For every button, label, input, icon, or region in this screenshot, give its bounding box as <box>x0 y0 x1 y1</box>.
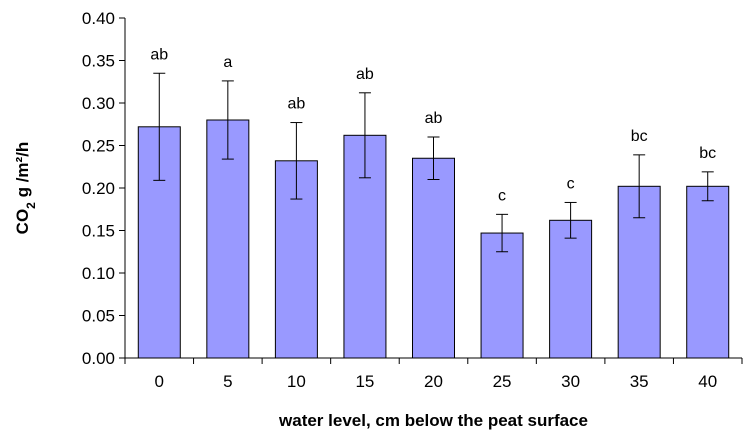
x-axis: 0 5 10 15 20 25 30 35 40 <box>124 357 743 391</box>
significance-letter: ab <box>150 46 168 63</box>
significance-letter: ab <box>287 96 305 113</box>
x-tick-label: 30 <box>561 372 580 391</box>
significance-letter: c <box>498 187 506 204</box>
significance-letter: ab <box>425 110 443 127</box>
y-tick-label: 0.35 <box>82 52 115 71</box>
y-axis: 0.00 0.05 0.10 0.15 0.20 0.25 0.30 0.35 0.40 <box>82 9 126 368</box>
y-axis-title-rest: g /m²/h <box>13 142 32 202</box>
bar <box>549 219 593 359</box>
y-tick-label: 0.05 <box>82 307 115 326</box>
error-bars <box>153 72 714 253</box>
significance-letter: bc <box>631 128 648 145</box>
y-axis-title: CO2 g /m²/h <box>13 142 38 235</box>
y-tick-label: 0.25 <box>82 137 115 156</box>
bar <box>686 185 730 359</box>
bar <box>412 157 455 359</box>
y-tick-label: 0.15 <box>82 222 115 241</box>
bar <box>137 126 181 359</box>
x-tick-label: 0 <box>155 372 164 391</box>
significance-letter: a <box>223 54 232 71</box>
bar <box>206 119 250 359</box>
x-tick-label: 35 <box>630 372 649 391</box>
y-tick-label: 0.20 <box>82 179 115 198</box>
x-tick-label: 10 <box>287 372 306 391</box>
y-axis-title-subscript: 2 <box>24 202 38 209</box>
y-tick-label: 0.10 <box>82 264 115 283</box>
significance-letters: ab a ab ab ab c c bc bc <box>150 46 716 204</box>
significance-letter: bc <box>699 145 716 162</box>
y-axis-title-base: CO <box>13 209 32 235</box>
x-tick-label: 20 <box>424 372 443 391</box>
x-tick-label: 5 <box>223 372 232 391</box>
bars <box>137 119 730 359</box>
y-tick-label: 0.40 <box>82 9 115 28</box>
x-axis-title: water level, cm below the peat surface <box>278 411 588 430</box>
x-tick-label: 15 <box>355 372 374 391</box>
y-tick-label: 0.30 <box>82 94 115 113</box>
y-tick-label: 0.00 <box>82 349 115 368</box>
x-tick-label: 25 <box>493 372 512 391</box>
x-tick-label: 40 <box>698 372 717 391</box>
significance-letter: ab <box>356 66 374 83</box>
bar <box>480 232 524 359</box>
significance-letter: c <box>567 175 575 192</box>
